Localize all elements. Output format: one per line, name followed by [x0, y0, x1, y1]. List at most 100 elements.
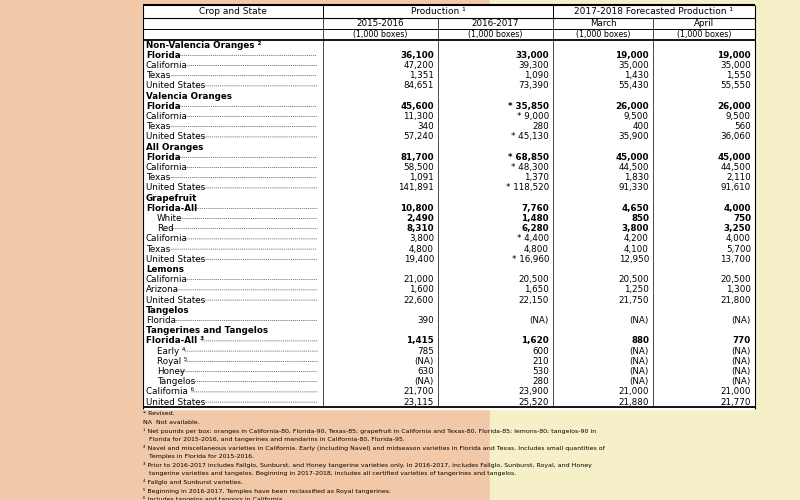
Text: 20,500: 20,500	[720, 275, 751, 284]
Text: April: April	[694, 19, 714, 28]
Text: 850: 850	[631, 214, 649, 223]
Text: 26,000: 26,000	[615, 102, 649, 111]
Text: ³ Prior to 2016-2017 includes Fallglo, Sunburst, and Honey tangerine varieties o: ³ Prior to 2016-2017 includes Fallglo, S…	[143, 462, 592, 468]
Text: Florida: Florida	[146, 153, 181, 162]
Text: 21,700: 21,700	[403, 388, 434, 396]
Text: 1,600: 1,600	[409, 286, 434, 294]
Text: Valencia Oranges: Valencia Oranges	[146, 92, 232, 100]
Text: * 35,850: * 35,850	[508, 102, 549, 111]
Text: 21,880: 21,880	[618, 398, 649, 406]
Text: 58,500: 58,500	[403, 163, 434, 172]
Text: Grapefruit: Grapefruit	[146, 194, 198, 202]
Text: 11,300: 11,300	[403, 112, 434, 121]
Text: (1,000 boxes): (1,000 boxes)	[354, 30, 408, 39]
Text: ⁴ Fallglo and Sunburst varieties.: ⁴ Fallglo and Sunburst varieties.	[143, 479, 243, 485]
Text: Crop and State: Crop and State	[199, 7, 267, 16]
Text: 210: 210	[532, 357, 549, 366]
Text: 2017-2018 Forecasted Production ¹: 2017-2018 Forecasted Production ¹	[574, 7, 734, 16]
Text: Red: Red	[157, 224, 174, 233]
Text: 10,800: 10,800	[401, 204, 434, 213]
Text: 2,490: 2,490	[406, 214, 434, 223]
Text: 1,370: 1,370	[524, 173, 549, 182]
Text: 21,750: 21,750	[618, 296, 649, 304]
Text: 1,351: 1,351	[409, 71, 434, 80]
Bar	[490, 0, 800, 500]
Text: California: California	[146, 112, 188, 121]
Text: 21,000: 21,000	[403, 275, 434, 284]
Text: 2015-2016: 2015-2016	[357, 19, 404, 28]
Text: 45,000: 45,000	[615, 153, 649, 162]
Text: (1,000 boxes): (1,000 boxes)	[468, 30, 522, 39]
Text: 141,891: 141,891	[398, 184, 434, 192]
Text: 55,550: 55,550	[720, 82, 751, 90]
Text: Production ¹: Production ¹	[410, 7, 466, 16]
Text: 36,060: 36,060	[721, 132, 751, 141]
Text: ⁶ Includes tangelos and tangors in California.: ⁶ Includes tangelos and tangors in Calif…	[143, 496, 285, 500]
Text: 4,100: 4,100	[624, 244, 649, 254]
Text: 880: 880	[631, 336, 649, 345]
Text: California: California	[146, 275, 188, 284]
Text: (NA): (NA)	[630, 377, 649, 386]
Text: 1,415: 1,415	[406, 336, 434, 345]
Text: 560: 560	[734, 122, 751, 131]
Text: 4,650: 4,650	[622, 204, 649, 213]
Text: 2,110: 2,110	[726, 173, 751, 182]
Text: 22,150: 22,150	[518, 296, 549, 304]
Text: * 45,130: * 45,130	[511, 132, 549, 141]
Text: Florida: Florida	[146, 102, 181, 111]
Text: 1,550: 1,550	[726, 71, 751, 80]
Text: 20,500: 20,500	[618, 275, 649, 284]
Text: (NA): (NA)	[630, 357, 649, 366]
Text: 785: 785	[417, 346, 434, 356]
Text: 26,000: 26,000	[718, 102, 751, 111]
Text: 55,430: 55,430	[618, 82, 649, 90]
Text: 9,500: 9,500	[624, 112, 649, 121]
Text: Texas: Texas	[146, 244, 170, 254]
Text: Florida: Florida	[146, 51, 181, 60]
Text: 3,800: 3,800	[622, 224, 649, 233]
Text: March: March	[590, 19, 616, 28]
Text: 19,000: 19,000	[718, 51, 751, 60]
Text: Tangelos: Tangelos	[146, 306, 190, 315]
Text: 400: 400	[632, 122, 649, 131]
Text: 35,900: 35,900	[618, 132, 649, 141]
Text: 9,500: 9,500	[726, 112, 751, 121]
Text: (NA): (NA)	[530, 316, 549, 325]
Text: 22,600: 22,600	[404, 296, 434, 304]
Text: 44,500: 44,500	[721, 163, 751, 172]
Text: 1,250: 1,250	[624, 286, 649, 294]
Text: Honey: Honey	[157, 367, 185, 376]
Text: tangerine varieties and tangelos. Beginning in 2017-2018, includes all certified: tangerine varieties and tangelos. Beginn…	[143, 470, 516, 476]
Text: (NA): (NA)	[732, 357, 751, 366]
Text: Arizona: Arizona	[146, 286, 179, 294]
Text: Non-Valencia Oranges ²: Non-Valencia Oranges ²	[146, 40, 262, 50]
Text: * 4,400: * 4,400	[517, 234, 549, 244]
Text: 1,090: 1,090	[524, 71, 549, 80]
Text: 45,000: 45,000	[718, 153, 751, 162]
Text: (1,000 boxes): (1,000 boxes)	[576, 30, 630, 39]
Text: 750: 750	[733, 214, 751, 223]
Text: Florida: Florida	[146, 316, 176, 325]
Text: 47,200: 47,200	[403, 61, 434, 70]
Text: 1,830: 1,830	[624, 173, 649, 182]
Text: 8,310: 8,310	[406, 224, 434, 233]
Text: 19,000: 19,000	[615, 51, 649, 60]
Text: 4,200: 4,200	[624, 234, 649, 244]
Text: (NA): (NA)	[630, 346, 649, 356]
Text: 5,700: 5,700	[726, 244, 751, 254]
Text: 36,100: 36,100	[400, 51, 434, 60]
Text: 280: 280	[532, 122, 549, 131]
Text: 23,115: 23,115	[404, 398, 434, 406]
Text: 57,240: 57,240	[403, 132, 434, 141]
Text: (NA): (NA)	[414, 377, 434, 386]
Text: * 68,850: * 68,850	[508, 153, 549, 162]
Text: Florida-All: Florida-All	[146, 204, 198, 213]
Text: 600: 600	[532, 346, 549, 356]
Text: 1,620: 1,620	[522, 336, 549, 345]
Text: 390: 390	[418, 316, 434, 325]
Text: 4,800: 4,800	[409, 244, 434, 254]
Text: 4,800: 4,800	[524, 244, 549, 254]
Text: California: California	[146, 234, 188, 244]
Text: (NA): (NA)	[630, 316, 649, 325]
Text: Texas: Texas	[146, 122, 170, 131]
